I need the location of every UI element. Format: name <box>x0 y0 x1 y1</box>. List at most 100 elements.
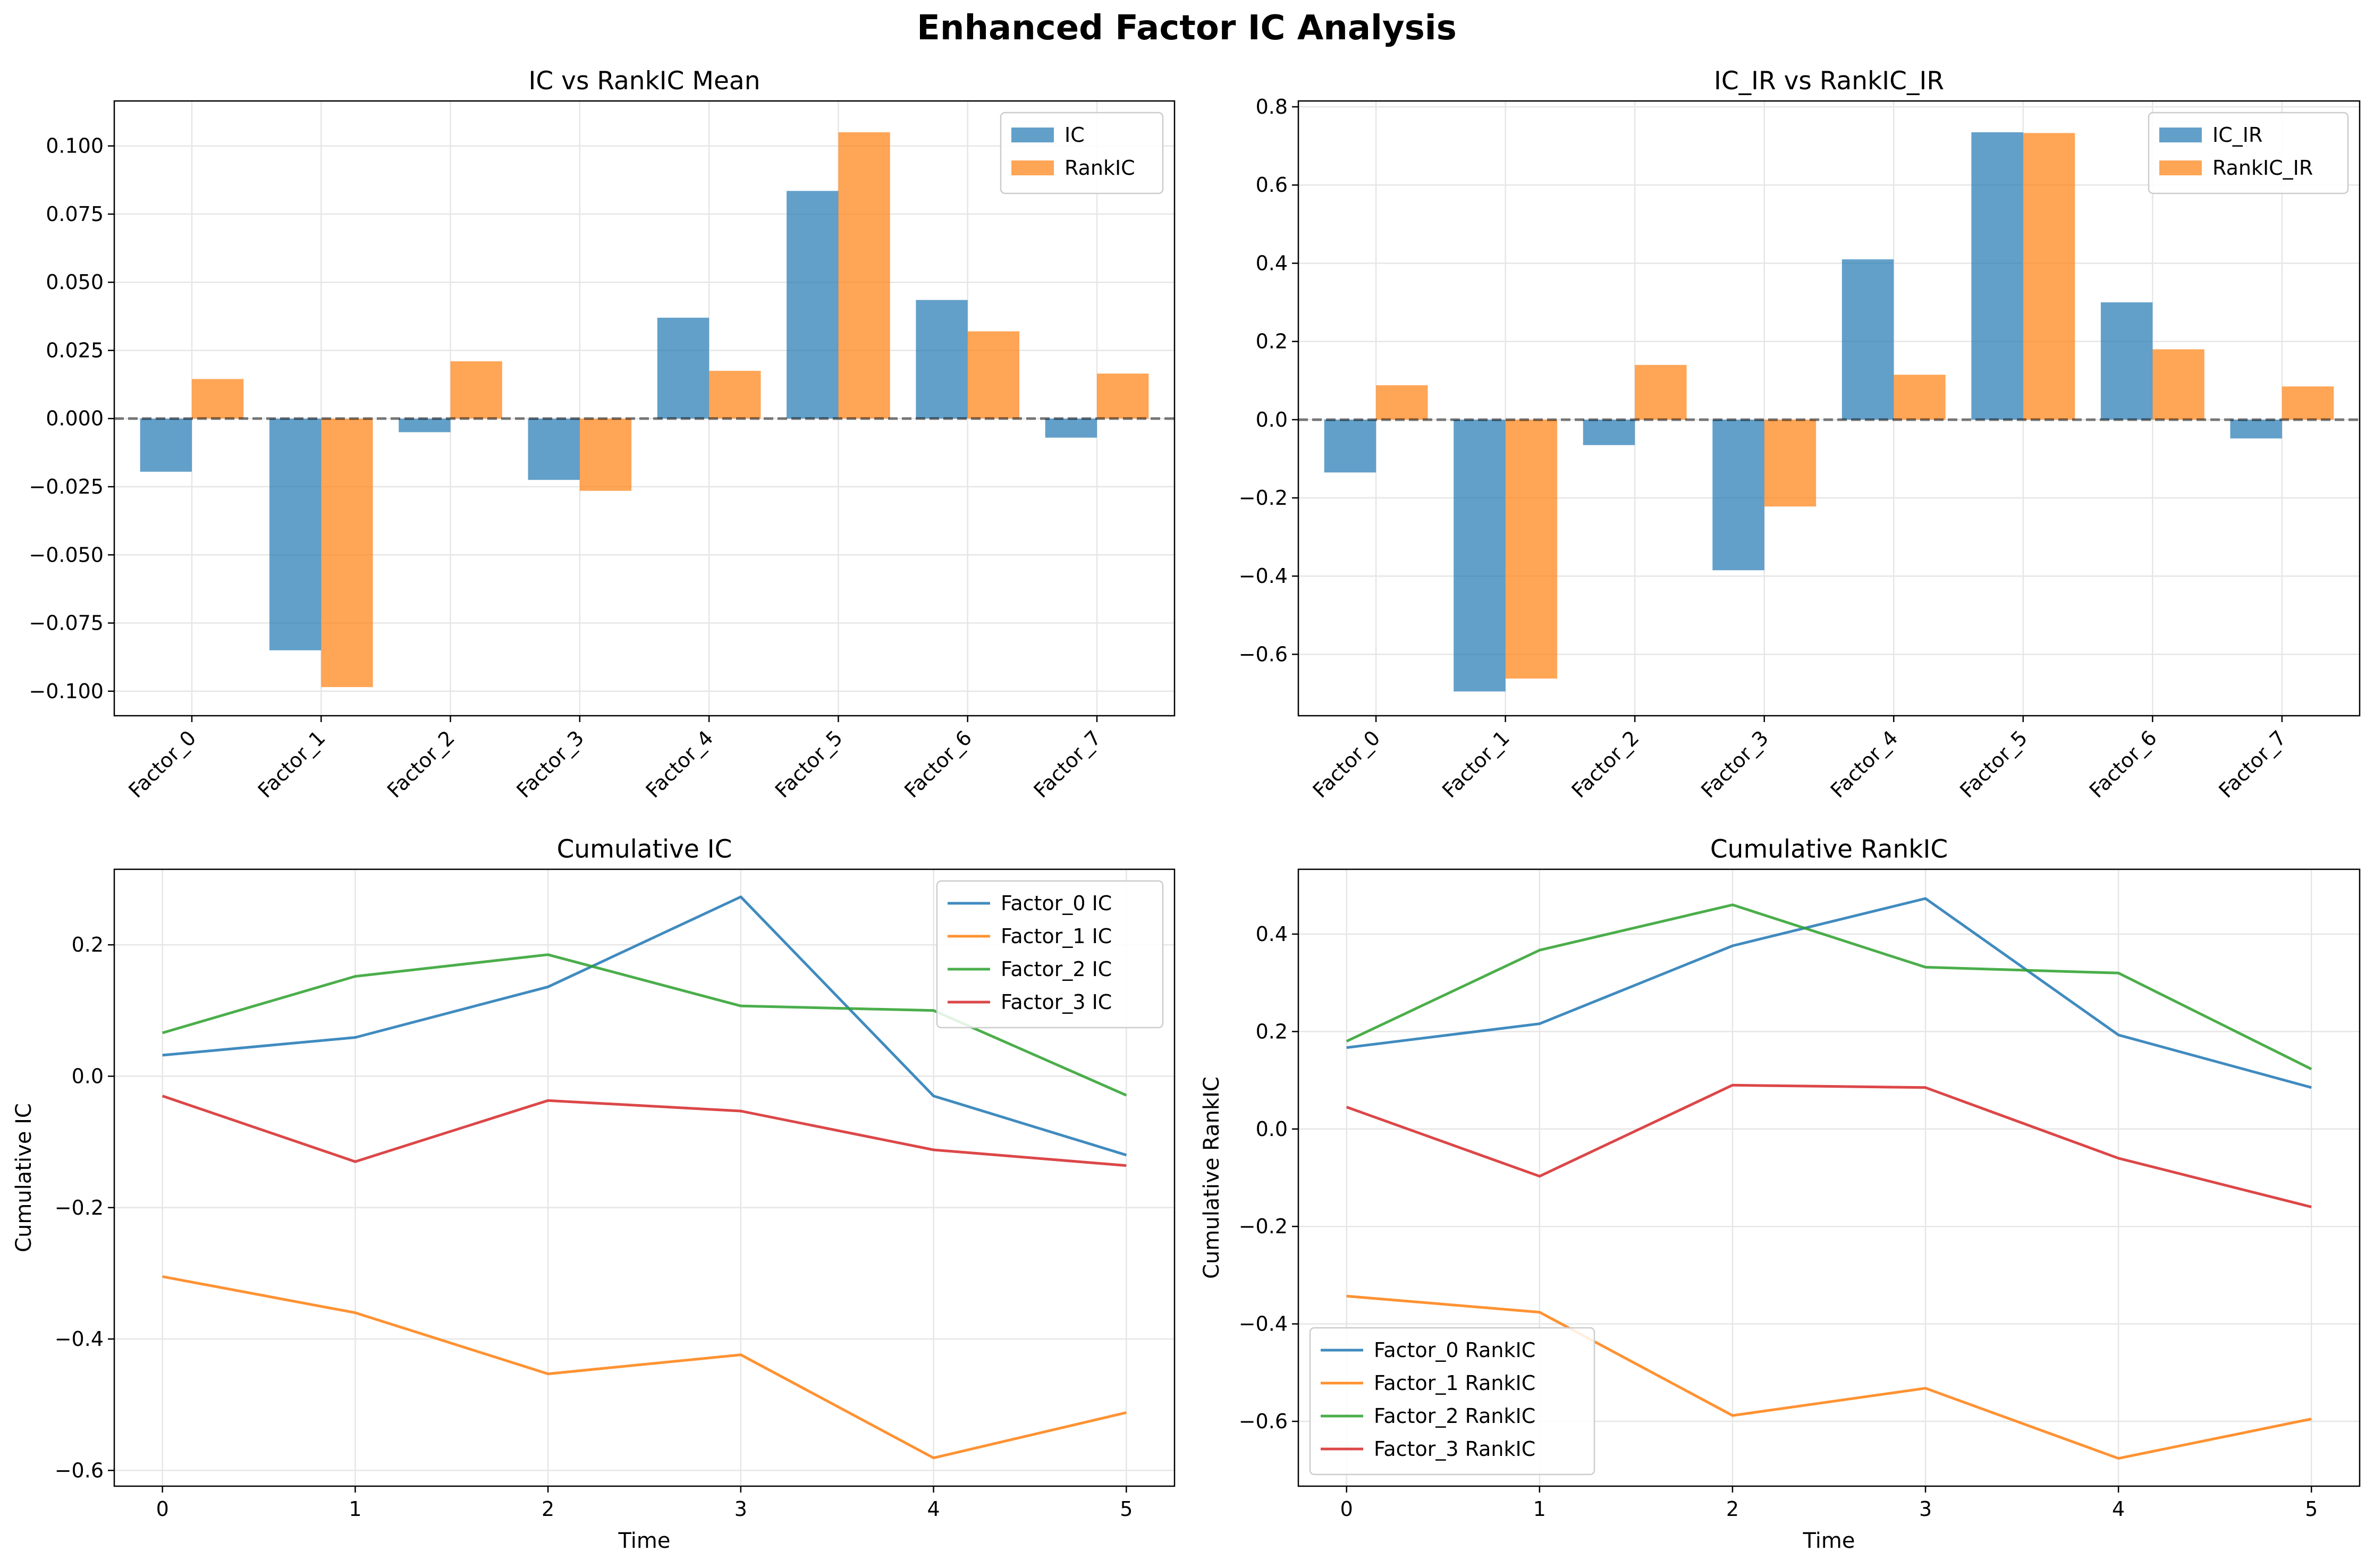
bar-ic-factor-4 <box>657 317 709 419</box>
bar-rankic-factor-2 <box>450 361 502 419</box>
y-tick-label: −0.4 <box>1239 1312 1288 1336</box>
y-tick-label: 0.050 <box>46 270 104 294</box>
legend-label: IC_IR <box>2212 123 2262 147</box>
legend-label: Factor_2 IC <box>1001 957 1112 981</box>
plot-frame <box>1297 100 2361 717</box>
bar-ic-ir-factor-5 <box>1971 132 2023 420</box>
bar-ic-ir-factor-0 <box>1324 419 1376 473</box>
panel-cumulative-rankic: Cumulative RankIC −0.6 −0.4 −0.2 0.0 0.2 0.4 0 1… <box>1199 835 2361 1553</box>
x-axis-label: Time <box>618 1529 671 1553</box>
series-rankic <box>191 132 1149 688</box>
legend: Factor_0 IC Factor_1 IC Factor_2 IC Factor_… <box>936 880 1164 1029</box>
y-tick-label: −0.050 <box>29 543 104 566</box>
series-rankic-ir <box>1376 133 2334 679</box>
bar-rankic-ir-factor-3 <box>1764 419 1817 507</box>
bar-ic-ir-factor-2 <box>1583 419 1635 445</box>
panel-icir-vs-rankicir: IC_IR vs RankIC_IR −0.6 −0.4 −0.2 0.0 0.2 0.4 0… <box>1239 66 2361 802</box>
y-tick-label: 0.0 <box>1256 1117 1288 1141</box>
bar-ic-factor-2 <box>399 418 451 433</box>
y-tick-label: −0.4 <box>55 1327 104 1351</box>
y-tick-label: −0.2 <box>1239 1215 1288 1238</box>
line-factor-0-rankic <box>1346 897 2312 1089</box>
x-tick-label: 0 <box>1340 1497 1353 1521</box>
line-factor-1-ic <box>162 1275 1127 1460</box>
y-tick-label: −0.4 <box>1239 564 1288 588</box>
bar-rankic-ir-factor-5 <box>2023 133 2075 420</box>
legend: Factor_0 RankIC Factor_1 RankIC Factor_2 R… <box>1309 1327 1595 1476</box>
y-axis-label: Cumulative IC <box>12 1103 36 1252</box>
y-tick-label: 0.8 <box>1256 95 1288 118</box>
bar-ic-ir-factor-3 <box>1712 419 1764 571</box>
bar-rankic-factor-0 <box>191 379 244 419</box>
y-tick-label: −0.025 <box>29 475 104 498</box>
y-tick-label: 0.100 <box>46 134 104 158</box>
y-tick-label: −0.6 <box>1239 642 1288 666</box>
legend-label: RankIC <box>1065 156 1135 180</box>
chart-title: IC_IR vs RankIC_IR <box>1714 66 1944 96</box>
plot-frame <box>1297 868 2361 1487</box>
x-tick-label: 4 <box>2112 1497 2125 1521</box>
line-factor-1-rankic <box>1346 1294 2312 1460</box>
y-tick-label: 0.0 <box>72 1064 104 1088</box>
legend-box <box>1309 1327 1595 1476</box>
x-tick-label: 0 <box>156 1497 169 1521</box>
bar-rankic-ir-factor-0 <box>1376 385 1428 420</box>
legend-swatch-rankic-ir <box>2159 160 2202 175</box>
y-tick-label: −0.2 <box>1239 486 1288 510</box>
x-tick-label: 5 <box>2305 1497 2318 1521</box>
line-factor-0-ic <box>162 895 1127 1157</box>
bar-rankic-ir-factor-4 <box>1894 375 1946 420</box>
bar-ic-ir-factor-6 <box>2100 302 2153 420</box>
legend-label: Factor_0 RankIC <box>1374 1338 1535 1362</box>
series-ic <box>140 191 1097 650</box>
x-tick-label: 1 <box>1533 1497 1546 1521</box>
bar-ic-factor-1 <box>269 418 322 650</box>
legend-label: Factor_3 IC <box>1001 990 1112 1014</box>
bar-rankic-factor-5 <box>838 132 890 419</box>
bar-ic-factor-7 <box>1045 418 1097 438</box>
bar-ic-factor-0 <box>140 418 192 472</box>
x-tick-label: 5 <box>1120 1497 1133 1521</box>
y-tick-label: −0.6 <box>1239 1410 1288 1433</box>
panel-cumulative-ic: Cumulative IC −0.6 −0.4 −0.2 0.0 0.2 0 1 2 3 4 5 Tim… <box>12 835 1176 1553</box>
legend: IC_IR RankIC_IR <box>2148 112 2349 194</box>
y-tick-label: 0.6 <box>1256 173 1288 197</box>
x-tick-label: 2 <box>1726 1497 1739 1521</box>
bar-rankic-factor-1 <box>321 418 373 688</box>
plot-frame <box>113 100 1176 717</box>
legend-label: Factor_1 IC <box>1001 925 1112 948</box>
bar-ic-ir-factor-7 <box>2230 419 2282 439</box>
y-tick-label: 0.025 <box>46 338 104 362</box>
bar-ic-factor-3 <box>528 418 580 480</box>
y-tick-label: −0.2 <box>55 1196 104 1219</box>
bar-ic-factor-6 <box>916 300 968 419</box>
bar-rankic-factor-7 <box>1097 374 1149 419</box>
bar-rankic-ir-factor-2 <box>1635 365 1687 420</box>
y-tick-label: 0.075 <box>46 202 104 226</box>
plot-frame <box>113 868 1176 1487</box>
y-tick-label: −0.6 <box>55 1459 104 1482</box>
x-axis-label: Time <box>1803 1529 1855 1553</box>
series-ic-ir <box>1324 132 2282 692</box>
legend-label: Factor_1 RankIC <box>1374 1371 1535 1395</box>
line-factor-3-rankic <box>1346 1083 2312 1208</box>
y-tick-label: −0.100 <box>29 680 104 703</box>
legend-label: Factor_3 RankIC <box>1374 1437 1535 1461</box>
y-tick-label: 0.2 <box>1256 1020 1288 1043</box>
bar-rankic-ir-factor-6 <box>2152 349 2204 420</box>
chart-title: Cumulative RankIC <box>1710 835 1948 864</box>
y-tick-label: 0.2 <box>72 933 104 956</box>
bar-ic-ir-factor-4 <box>1841 259 1894 420</box>
bar-ic-ir-factor-1 <box>1454 419 1506 692</box>
x-tick-label: 1 <box>349 1497 361 1521</box>
x-tick-label: 2 <box>542 1497 554 1521</box>
y-axis-label: Cumulative RankIC <box>1199 1077 1224 1279</box>
legend-box <box>936 880 1164 1029</box>
bar-rankic-factor-4 <box>709 370 761 419</box>
legend-label: Factor_0 IC <box>1001 892 1112 915</box>
y-tick-label: 0.0 <box>1256 408 1288 431</box>
y-tick-label: 0.4 <box>1256 922 1288 946</box>
legend-swatch-rankic <box>1011 160 1054 175</box>
x-tick-label: 3 <box>734 1497 747 1521</box>
